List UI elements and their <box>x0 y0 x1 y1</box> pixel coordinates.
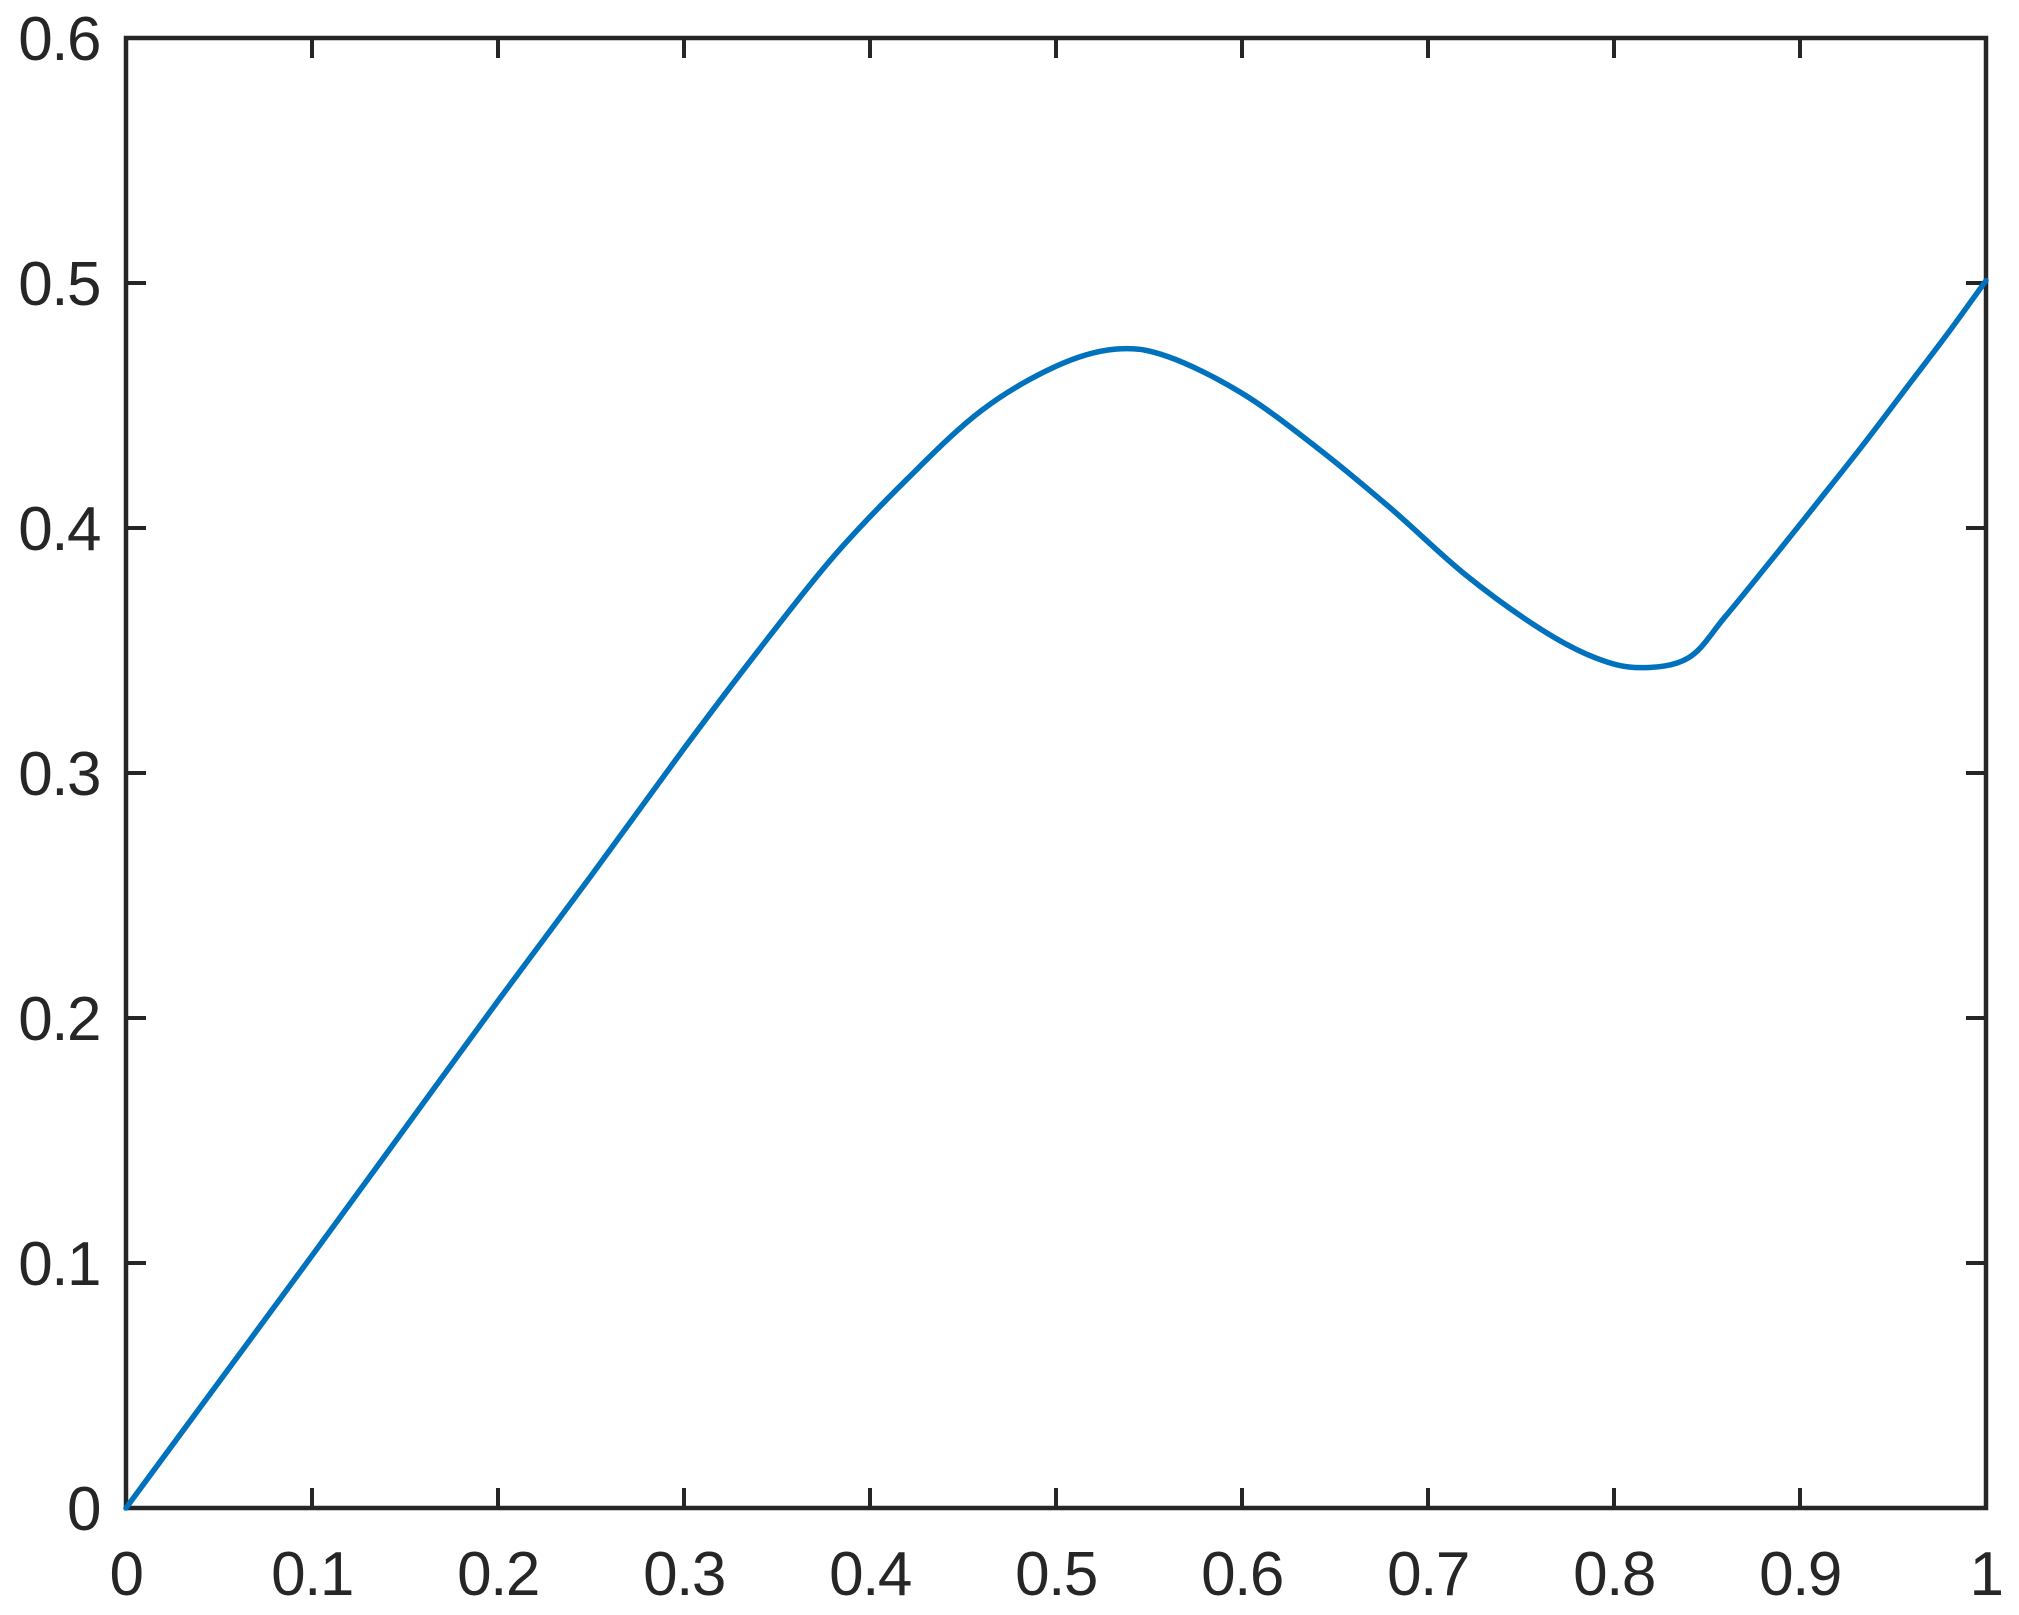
x-tick-label: 0.1 <box>271 1540 353 1609</box>
data-line-curve <box>123 277 1989 1511</box>
x-tick-label: 0.8 <box>1573 1540 1655 1609</box>
y-tick-label: 0.4 <box>18 495 100 564</box>
x-tick-label: 0.6 <box>1201 1540 1283 1609</box>
y-tick-label: 0.6 <box>18 5 100 74</box>
x-tick-label: 0.2 <box>457 1540 539 1609</box>
y-tick-label: 0 <box>67 1475 100 1544</box>
x-tick-label: 0.3 <box>643 1540 725 1609</box>
y-tick-label: 0.2 <box>18 985 100 1054</box>
y-tick-label: 0.1 <box>18 1230 100 1299</box>
x-tick-label: 0.9 <box>1759 1540 1841 1609</box>
x-tick-label: 0.4 <box>829 1540 911 1609</box>
x-tick-label: 0.5 <box>1015 1540 1097 1609</box>
x-tick-label: 0.7 <box>1387 1540 1469 1609</box>
axes-box <box>123 35 1989 1511</box>
y-tick-label: 0.3 <box>18 740 100 809</box>
x-tick-label: 1 <box>1970 1540 2003 1609</box>
y-tick-label: 0.5 <box>18 250 100 319</box>
x-tick-label: 0 <box>110 1540 143 1609</box>
